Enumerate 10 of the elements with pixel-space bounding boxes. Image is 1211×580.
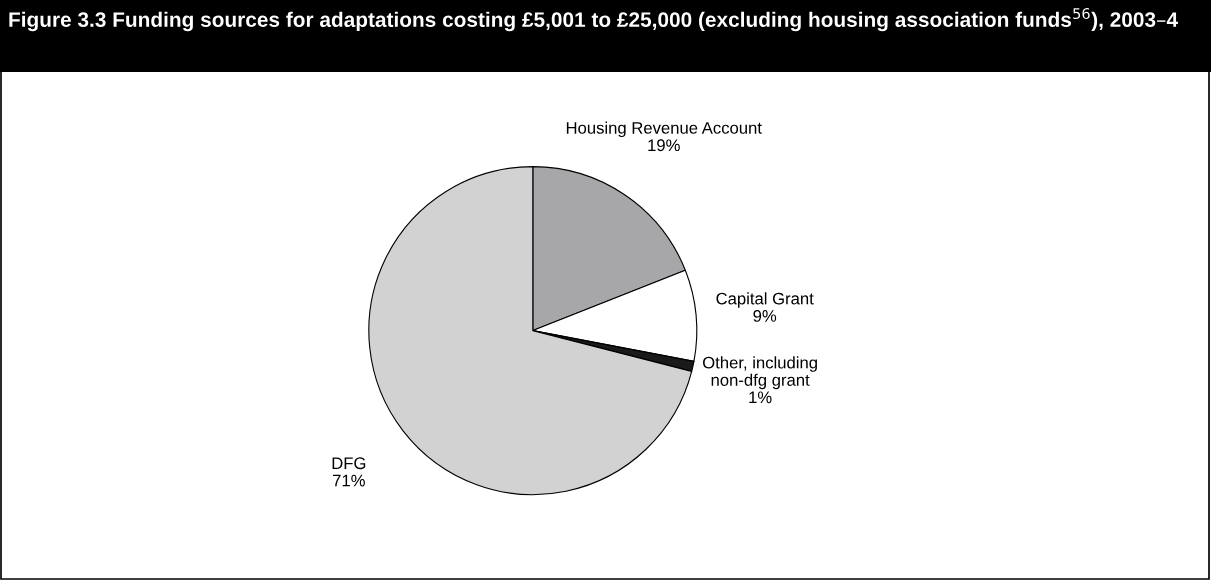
data-label: 19% bbox=[648, 139, 680, 152]
pie-slice bbox=[368, 166, 693, 496]
chart-title: Figure 3.3 Funding sources for adaptations costing £5,001 to £25,000 (excluding housing association funds$^{56}$), 2003–4 bbox=[9, 8, 1178, 32]
slice-label: DFG bbox=[332, 457, 366, 470]
data-label: 1% bbox=[749, 391, 772, 404]
slice-label: Capital Grant bbox=[716, 292, 814, 308]
slice-label: Other, including non-dfg grant bbox=[703, 356, 817, 390]
data-label: 9% bbox=[753, 310, 777, 322]
data-label: 71% bbox=[333, 474, 365, 487]
slice-label: Housing Revenue Account bbox=[566, 121, 762, 138]
